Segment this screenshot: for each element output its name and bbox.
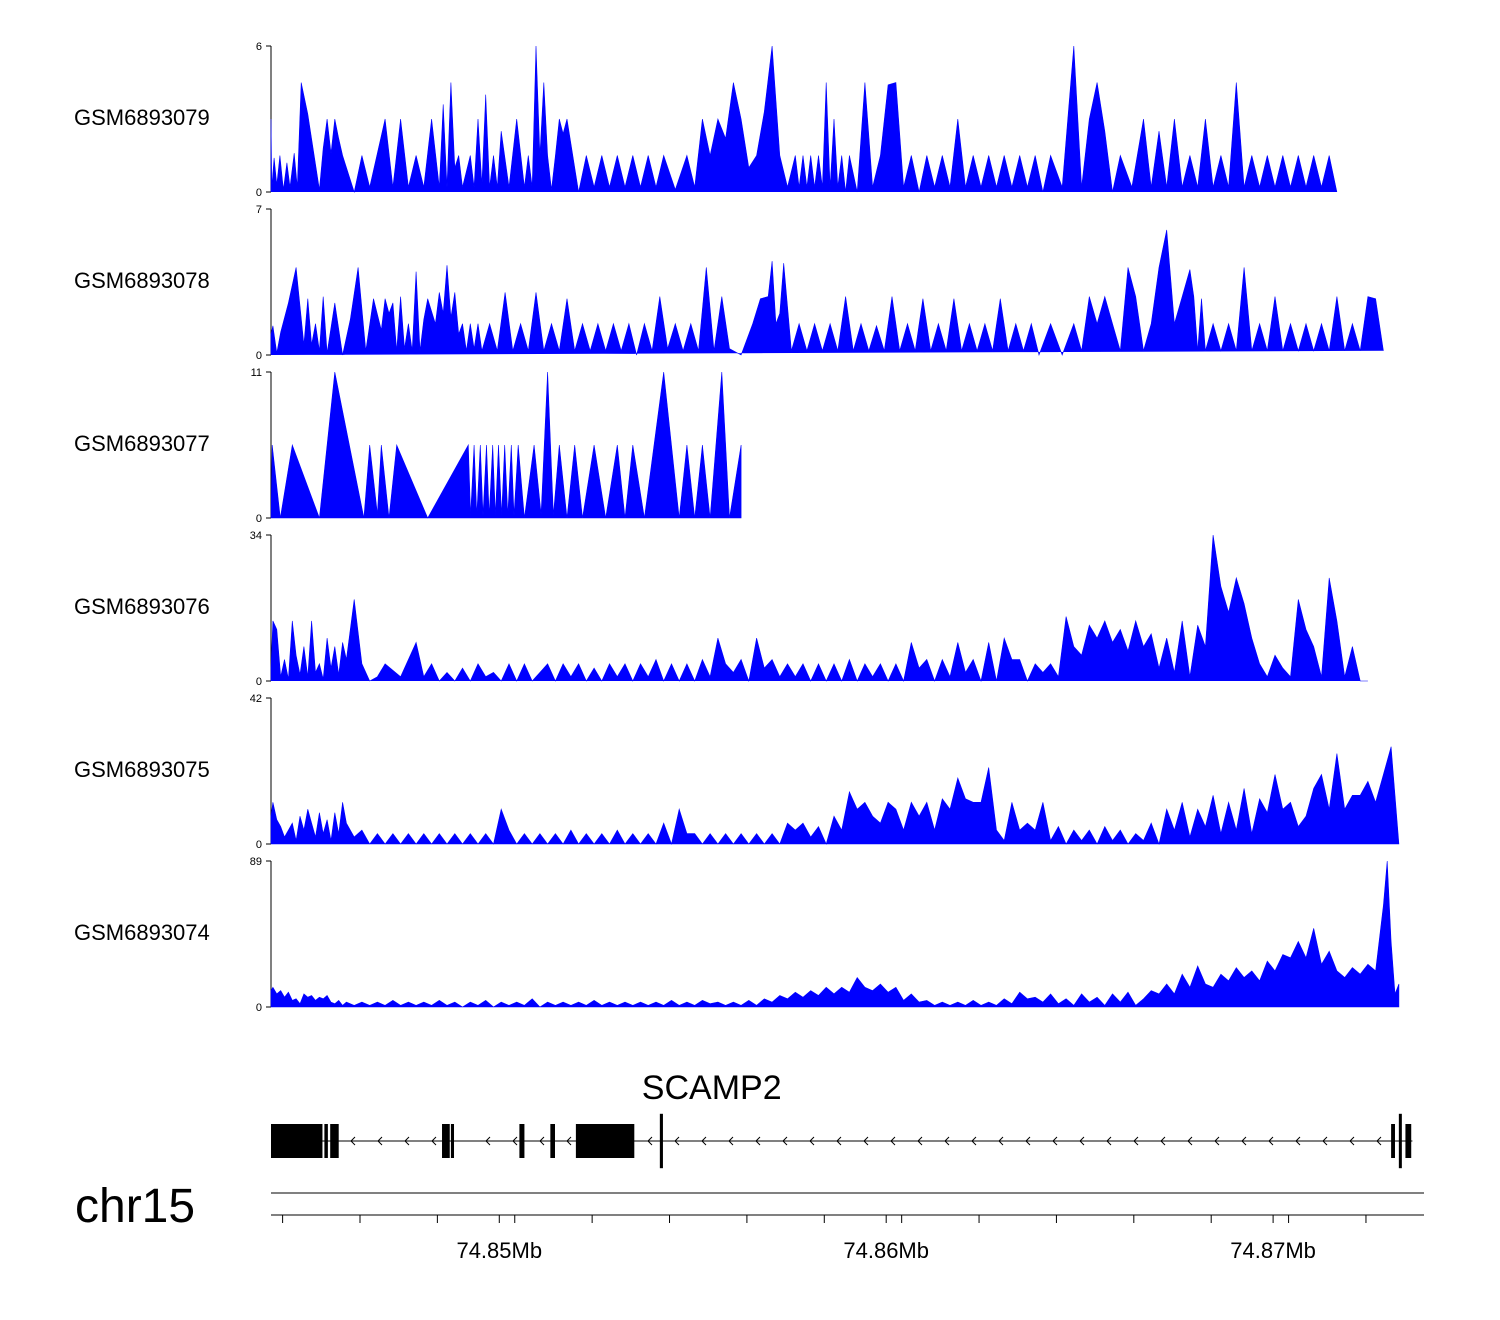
track-sample-label: GSM6893076 [74, 594, 210, 619]
gene-annotation-track: SCAMP2 [271, 1069, 1413, 1169]
strand-arrow-icon [971, 1136, 977, 1146]
gene-exon [1391, 1124, 1395, 1158]
gene-exon [550, 1124, 555, 1158]
gene-exon [519, 1124, 525, 1158]
strand-arrow-icon [566, 1136, 572, 1146]
gene-name-label: SCAMP2 [642, 1069, 782, 1107]
strand-arrow-icon [674, 1136, 680, 1146]
strand-arrow-icon [1214, 1136, 1220, 1146]
strand-arrow-icon [1187, 1136, 1193, 1146]
y-tick-label-min: 0 [256, 187, 262, 199]
coverage-track: GSM6893077 11 0 [74, 367, 742, 525]
gene-exon [575, 1124, 633, 1158]
strand-arrow-icon [836, 1136, 842, 1146]
coverage-track: GSM6893078 7 0 [74, 204, 1384, 362]
strand-arrow-icon [998, 1136, 1004, 1146]
strand-arrow-icon [431, 1136, 437, 1146]
coverage-track: GSM6893076 34 0 [74, 530, 1368, 688]
strand-arrow-icon [512, 1136, 518, 1146]
gene-exon [324, 1124, 328, 1158]
strand-arrow-icon [404, 1136, 410, 1146]
strand-arrow-icon [917, 1136, 923, 1146]
y-tick-label-max: 42 [250, 693, 262, 705]
strand-arrow-icon [1295, 1136, 1301, 1146]
track-sample-label: GSM6893074 [74, 920, 210, 945]
x-tick-label: 74.85Mb [456, 1238, 542, 1263]
strand-arrow-icon [782, 1136, 788, 1146]
strand-arrow-icon [728, 1136, 734, 1146]
strand-arrow-icon [1241, 1136, 1247, 1146]
y-tick-label-max: 7 [256, 204, 262, 216]
strand-arrow-icon [1160, 1136, 1166, 1146]
genome-axis: chr15 74.85Mb 74.86Mb 74.87Mb [75, 1180, 1424, 1263]
gene-exon [450, 1124, 455, 1158]
strand-arrow-icon [350, 1136, 356, 1146]
gene-exon [330, 1124, 339, 1158]
track-sample-label: GSM6893078 [74, 268, 210, 293]
x-tick-label: 74.86Mb [843, 1238, 929, 1263]
strand-arrow-icon [1349, 1136, 1355, 1146]
coverage-track: GSM6893075 42 0 [74, 693, 1400, 851]
y-tick-label-min: 0 [256, 1002, 262, 1014]
gene-exon [442, 1124, 450, 1158]
strand-arrow-icon [944, 1136, 950, 1146]
coverage-area [270, 45, 1338, 194]
strand-arrow-icon [1268, 1136, 1274, 1146]
strand-arrow-icon [1322, 1136, 1328, 1146]
gene-exon [1405, 1124, 1412, 1158]
y-tick-label-max: 11 [251, 367, 262, 379]
coverage-area [270, 746, 1400, 846]
strand-arrow-icon [809, 1136, 815, 1146]
gene-exon [1398, 1113, 1402, 1169]
strand-arrow-icon [1079, 1136, 1085, 1146]
y-tick-label-max: 6 [256, 41, 262, 53]
strand-arrow-icon [1025, 1136, 1031, 1146]
strand-arrow-icon [755, 1136, 761, 1146]
track-sample-label: GSM6893075 [74, 757, 210, 782]
strand-arrow-icon [1106, 1136, 1112, 1146]
y-tick-label-min: 0 [256, 839, 262, 851]
track-sample-label: GSM6893077 [74, 431, 210, 456]
y-tick-label-max: 34 [250, 530, 262, 542]
strand-arrow-icon [485, 1136, 491, 1146]
coverage-track: GSM6893074 89 0 [74, 856, 1400, 1014]
y-tick-label-min: 0 [256, 513, 262, 525]
x-tick-label: 74.87Mb [1230, 1238, 1316, 1263]
gene-exon [630, 1124, 635, 1158]
y-tick-label-min: 0 [256, 676, 262, 688]
gene-exon [659, 1113, 663, 1169]
chromosome-label: chr15 [75, 1180, 195, 1233]
coverage-track: GSM6893079 6 0 [74, 41, 1338, 199]
coverage-area [270, 229, 1384, 357]
strand-arrow-icon [377, 1136, 383, 1146]
strand-arrow-icon [539, 1136, 545, 1146]
strand-arrow-icon [647, 1136, 653, 1146]
strand-arrow-icon [1376, 1136, 1382, 1146]
strand-arrow-icon [890, 1136, 896, 1146]
strand-arrow-icon [1133, 1136, 1139, 1146]
coverage-tracks: GSM689307960GSM689307870GSM6893077110GSM… [74, 41, 1400, 1014]
strand-arrow-icon [1052, 1136, 1058, 1146]
y-tick-label-max: 89 [250, 856, 262, 868]
y-tick-label-min: 0 [256, 350, 262, 362]
strand-arrow-icon [863, 1136, 869, 1146]
coverage-area [270, 534, 1368, 683]
track-sample-label: GSM6893079 [74, 105, 210, 130]
strand-arrow-icon [701, 1136, 707, 1146]
coverage-area [270, 371, 742, 519]
gene-exon [271, 1124, 323, 1158]
coverage-area [270, 860, 1400, 1008]
